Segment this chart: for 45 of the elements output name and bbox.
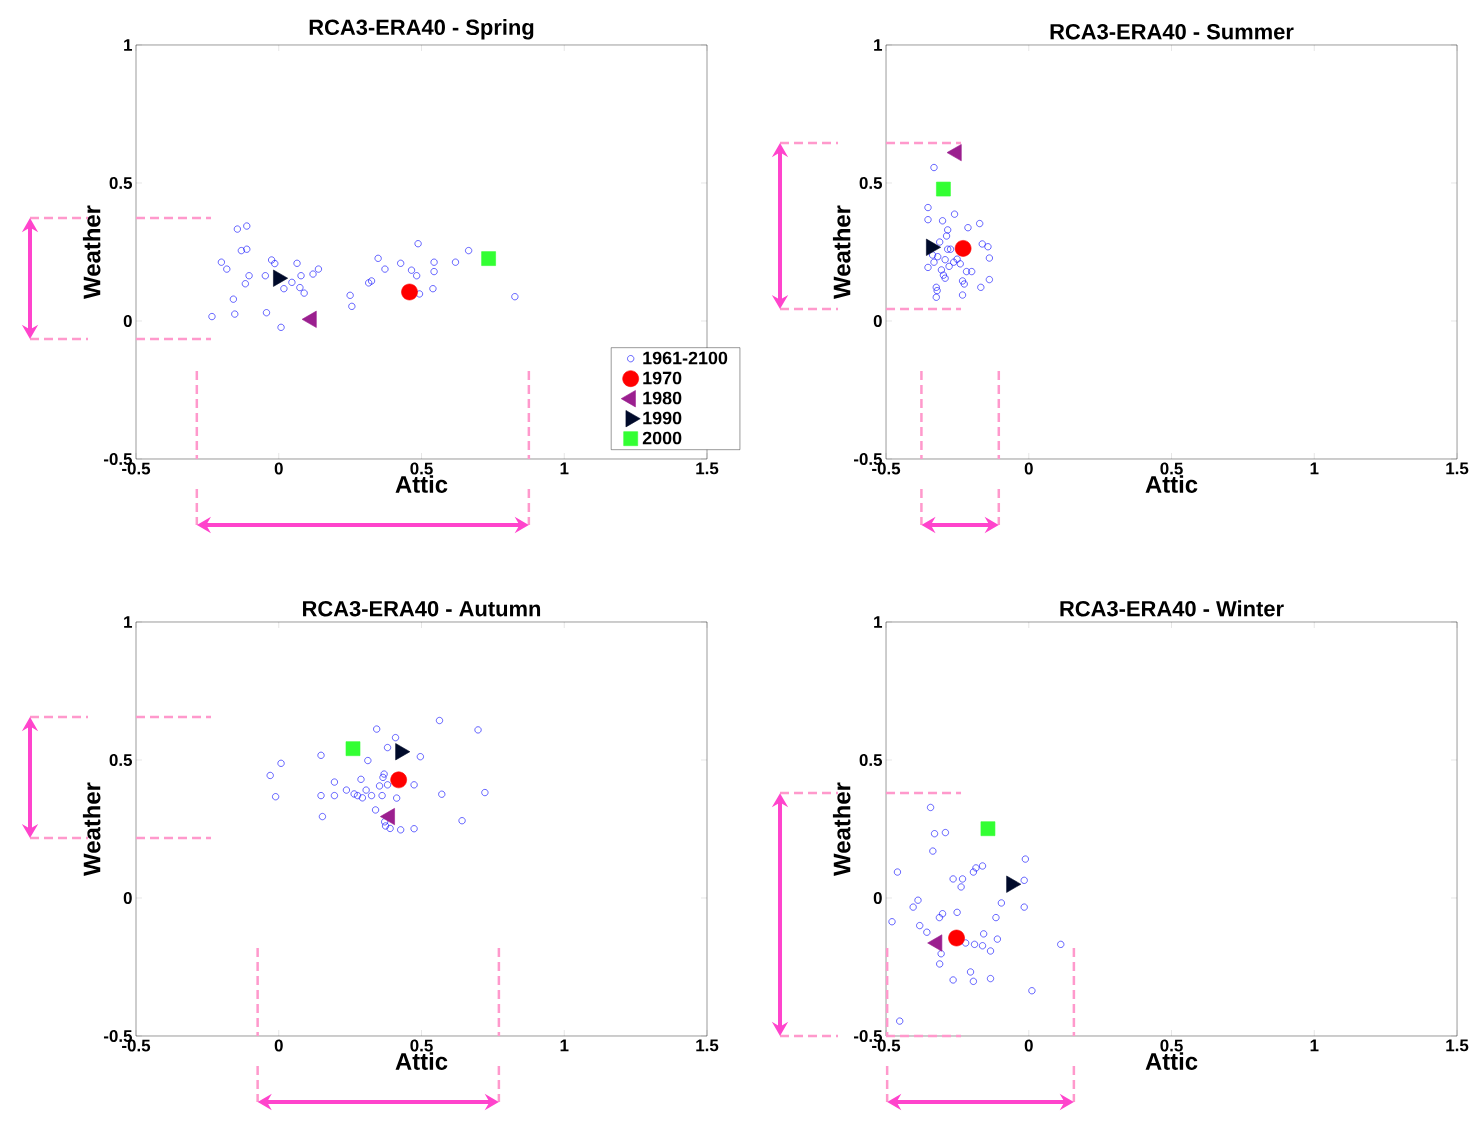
x-tick-label: 0.5 — [1160, 462, 1183, 475]
x-tick-label: 1 — [1310, 1039, 1319, 1052]
y-tick-label: 1 — [874, 616, 883, 628]
y-axis-title: Weather — [832, 782, 851, 876]
x-tick-label: 0.5 — [410, 462, 433, 475]
y-tick-label: 0.5 — [109, 754, 133, 766]
y-axis-title: Weather — [82, 205, 101, 299]
x-tick-label: 1.5 — [1446, 462, 1469, 475]
legend-label: 1990 — [643, 411, 682, 425]
chart-title: RCA3-ERA40 - Spring — [309, 18, 534, 40]
x-tick-label: 0 — [1024, 462, 1033, 475]
legend-label: 1980 — [643, 391, 682, 405]
x-tick-label: 0 — [274, 462, 283, 475]
x-tick-label: 1 — [560, 1039, 569, 1052]
y-tick-label: 1 — [124, 616, 133, 628]
y-tick-label: 0.5 — [109, 176, 133, 189]
y-tick-label: 0 — [873, 892, 882, 904]
x-tick-label: 0 — [274, 1039, 283, 1052]
x-tick-label: 1 — [560, 462, 569, 475]
x-tick-label: 0.5 — [410, 1039, 433, 1052]
x-axis-title: Attic — [395, 475, 448, 493]
y-tick-label: 1 — [874, 39, 883, 51]
y-tick-label: 0.5 — [859, 754, 883, 766]
y-axis-title: Weather — [832, 205, 851, 299]
chart-title: RCA3-ERA40 - Autumn — [303, 600, 541, 617]
x-axis-title: Attic — [395, 1052, 448, 1070]
x-tick-label: 0 — [1024, 1039, 1033, 1052]
y-tick-label: 0 — [873, 314, 882, 327]
x-tick-label: 1 — [1310, 462, 1319, 475]
chart-title: RCA3-ERA40 - Summer — [1050, 23, 1294, 40]
y-tick-label: 0 — [123, 314, 132, 327]
y-axis-title: Weather — [82, 782, 101, 876]
legend-label: 1961-2100 — [643, 351, 728, 365]
y-tick-label: 0 — [123, 892, 132, 904]
x-tick-label: 0.5 — [1160, 1039, 1183, 1052]
legend-label: 2000 — [642, 431, 682, 445]
x-tick-label: 1.5 — [1446, 1039, 1469, 1052]
x-axis-title: Attic — [1145, 475, 1198, 493]
legend-label: 1970 — [643, 371, 682, 385]
y-tick-label: 1 — [124, 39, 133, 51]
x-axis-title: Attic — [1145, 1052, 1198, 1070]
y-tick-label: 0.5 — [859, 176, 883, 189]
x-tick-label: 1.5 — [696, 462, 719, 475]
chart-title: RCA3-ERA40 - Winter — [1060, 600, 1284, 617]
x-tick-label: 1.5 — [696, 1039, 719, 1052]
